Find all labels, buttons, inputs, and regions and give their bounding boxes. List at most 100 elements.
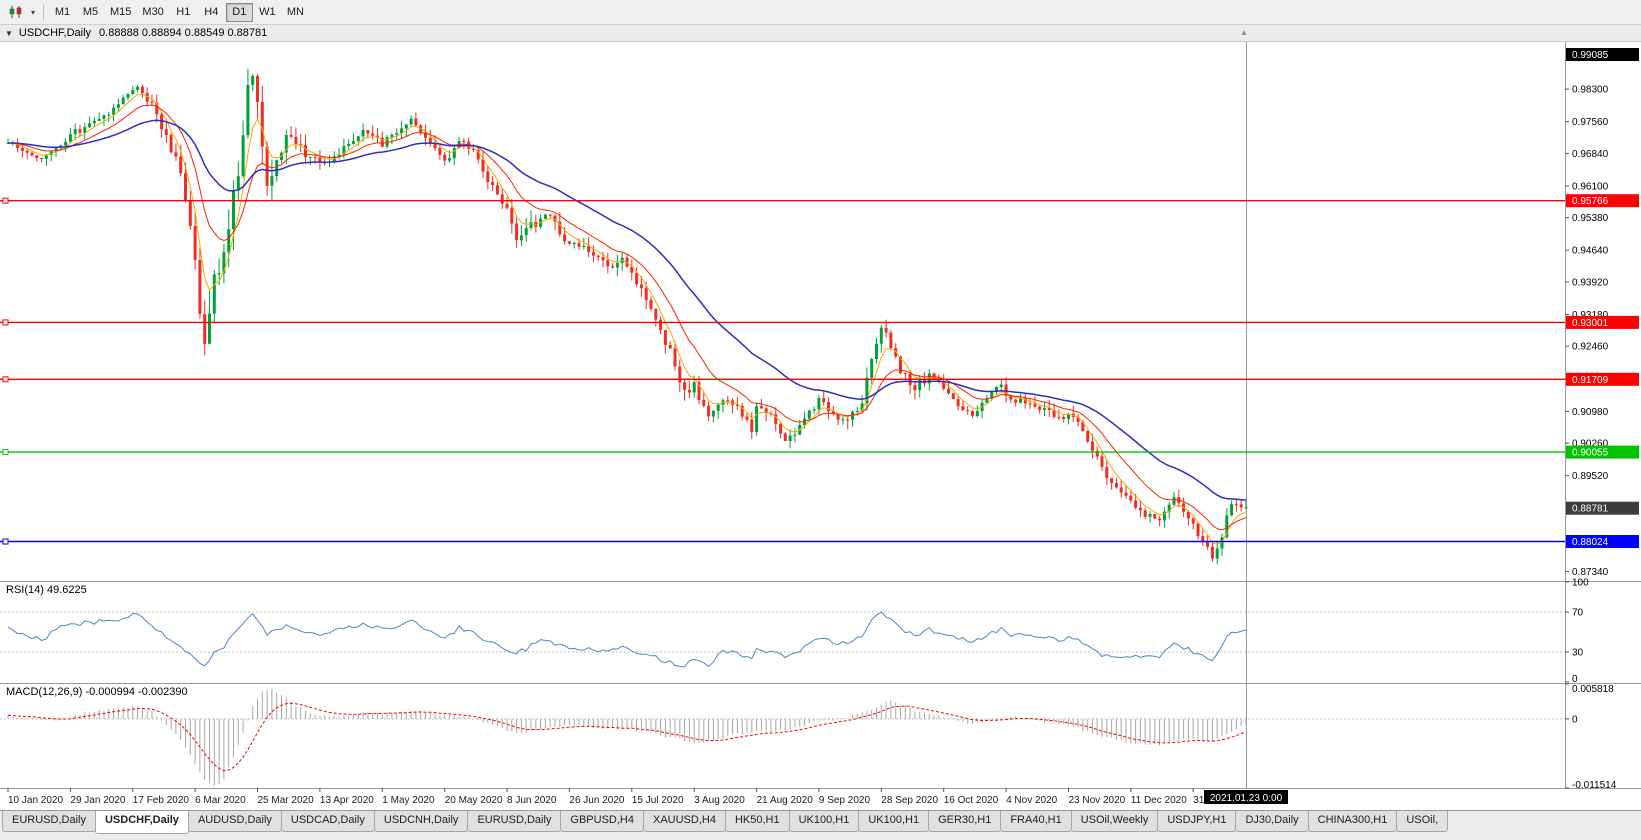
timeframe-button-M30[interactable]: M30 — [142, 6, 164, 18]
svg-text:70: 70 — [1572, 608, 1584, 619]
timeframe-button-H1[interactable]: H1 — [176, 6, 191, 18]
dropdown-caret-icon[interactable]: ▾ — [30, 7, 35, 17]
toolbar-separator — [43, 3, 44, 21]
svg-text:0.96840: 0.96840 — [1572, 149, 1609, 160]
macd-panel[interactable]: 0.005818 0 -0.011514 — [0, 683, 1617, 791]
chart-tab-xauusd-h4[interactable]: XAUUSD,H4 — [642, 811, 726, 832]
svg-text:100: 100 — [1572, 578, 1589, 589]
svg-text:17 Feb 2020: 17 Feb 2020 — [133, 795, 190, 806]
timeframe-button-MN[interactable]: MN — [286, 6, 304, 18]
rsi-indicator-label: RSI(14) 49.6225 — [6, 584, 87, 596]
macd-signal-line — [7, 702, 1247, 772]
svg-text:0.93180: 0.93180 — [1572, 310, 1609, 321]
chart-shift-marker-icon[interactable]: ▲ — [1240, 28, 1248, 37]
chart-tab-fra40-h1[interactable]: FRA40,H1 — [1000, 811, 1072, 832]
svg-text:25 Mar 2020: 25 Mar 2020 — [258, 795, 315, 806]
timeframe-button-M1[interactable]: M1 — [54, 6, 71, 18]
chart-tab-dj30-daily[interactable]: DJ30,Daily — [1235, 811, 1309, 832]
ma-mid-line — [8, 104, 1247, 531]
timeframe-button-D1[interactable]: D1 — [225, 2, 253, 22]
svg-text:1 May 2020: 1 May 2020 — [382, 795, 435, 806]
collapse-chart-icon[interactable]: ▼ — [5, 28, 13, 38]
chart-tab-usoil[interactable]: USOil, — [1396, 811, 1449, 832]
price-badge-0.95766: 0.95766 — [1566, 194, 1639, 208]
svg-text:6 Mar 2020: 6 Mar 2020 — [195, 795, 246, 806]
price-badge-0.90055: 0.90055 — [1566, 445, 1639, 459]
chart-ohlc-values: 0.88888 0.88894 0.88549 0.88781 — [99, 27, 268, 39]
hline-handle[interactable] — [2, 197, 9, 204]
svg-text:9 Sep 2020: 9 Sep 2020 — [819, 795, 871, 806]
chart-tab-gbpusd-h4[interactable]: GBPUSD,H4 — [560, 811, 644, 832]
svg-text:0.87340: 0.87340 — [1572, 567, 1609, 578]
timeframe-button-M15[interactable]: M15 — [110, 6, 132, 18]
svg-text:-0.011514: -0.011514 — [1572, 780, 1617, 791]
macd-histogram — [7, 688, 1247, 786]
chart-tab-uk100-h1[interactable]: UK100,H1 — [788, 811, 860, 832]
svg-text:10 Jan 2020: 10 Jan 2020 — [8, 795, 63, 806]
svg-text:0.92460: 0.92460 — [1572, 342, 1609, 353]
chart-tab-usdcad-daily[interactable]: USDCAD,Daily — [280, 811, 375, 832]
price-badge-0.88024: 0.88024 — [1566, 535, 1639, 548]
svg-text:0.88024: 0.88024 — [1572, 537, 1609, 548]
timeframe-button-W1[interactable]: W1 — [259, 6, 276, 18]
chart-period-icon[interactable] — [4, 3, 28, 22]
chart-symbol-label: USDCHF,Daily — [18, 27, 92, 39]
rsi-line — [7, 611, 1247, 668]
rsi-panel[interactable]: 100 70 30 0 — [0, 578, 1589, 686]
svg-text:3 Aug 2020: 3 Aug 2020 — [694, 795, 745, 806]
svg-text:0.005818: 0.005818 — [1572, 684, 1614, 695]
macd-indicator-label: MACD(12,26,9) -0.000994 -0.002390 — [6, 686, 188, 698]
svg-text:29 Jan 2020: 29 Jan 2020 — [70, 795, 125, 806]
chart-tab-usdchf-daily[interactable]: USDCHF,Daily — [94, 811, 189, 834]
chart-tab-audusd-daily[interactable]: AUDUSD,Daily — [187, 811, 282, 832]
svg-text:4 Nov 2020: 4 Nov 2020 — [1006, 795, 1058, 806]
svg-text:0.90980: 0.90980 — [1572, 407, 1609, 418]
chart-canvas[interactable]: 0.98300 0.97560 0.96840 0.96100 0.95380 0.946… — [0, 42, 1641, 810]
timeframe-button-H4[interactable]: H4 — [204, 6, 219, 18]
svg-text:30: 30 — [1572, 648, 1584, 659]
hline-handle[interactable] — [2, 538, 9, 545]
svg-text:13 Apr 2020: 13 Apr 2020 — [320, 795, 374, 806]
price-badge-0.91709: 0.91709 — [1566, 372, 1639, 386]
ma-slow-line — [8, 119, 1247, 501]
hline-handle[interactable] — [2, 376, 9, 383]
svg-text:0.96100: 0.96100 — [1572, 182, 1609, 193]
chart-tab-ger30-h1[interactable]: GER30,H1 — [928, 811, 1002, 832]
chart-tab-china300-h1[interactable]: CHINA300,H1 — [1307, 811, 1398, 832]
timeframe-button-M5[interactable]: M5 — [82, 6, 99, 18]
chart-tab-eurusd-daily[interactable]: EURUSD,Daily — [467, 811, 562, 832]
svg-text:21 Aug 2020: 21 Aug 2020 — [757, 795, 814, 806]
chart-tab-hk50-h1[interactable]: HK50,H1 — [724, 811, 790, 832]
date-badge-current: 2021.01.23 0:00 — [1204, 790, 1288, 804]
svg-text:0.90055: 0.90055 — [1572, 448, 1609, 459]
svg-text:23 Nov 2020: 23 Nov 2020 — [1069, 795, 1126, 806]
candles-layer — [6, 68, 1248, 565]
svg-text:0.99085: 0.99085 — [1572, 50, 1609, 61]
chart-tab-uk100-h1[interactable]: UK100,H1 — [858, 811, 930, 832]
hlines-layer[interactable] — [0, 197, 1565, 545]
chart-tab-eurusd-daily[interactable]: EURUSD,Daily — [2, 811, 96, 832]
svg-text:2021.01.23 0:00: 2021.01.23 0:00 — [1210, 793, 1283, 804]
svg-text:0.95380: 0.95380 — [1572, 213, 1609, 224]
svg-text:26 Jun 2020: 26 Jun 2020 — [569, 795, 624, 806]
chart-background — [0, 42, 1641, 810]
price-badge-current: 0.88781 — [1566, 501, 1639, 515]
hline-handle[interactable] — [2, 319, 9, 326]
chart-tab-usdcnh-daily[interactable]: USDCNH,Daily — [373, 811, 469, 832]
svg-text:0.89520: 0.89520 — [1572, 471, 1609, 482]
svg-text:0.94640: 0.94640 — [1572, 246, 1609, 257]
timeframe-toolbar: ▾ M1 M5 M15 M30 H1 H4 D1 W1 MN — [0, 0, 1641, 25]
chart-tab-usoil-weekly[interactable]: USOil,Weekly — [1070, 811, 1159, 832]
chart-tab-usdjpy-h1[interactable]: USDJPY,H1 — [1157, 811, 1237, 832]
hline-handle[interactable] — [2, 449, 9, 456]
date-axis[interactable]: 10 Jan 2020 29 Jan 2020 17 Feb 2020 6 Mar 2… — [7, 788, 1288, 806]
svg-text:15 Jul 2020: 15 Jul 2020 — [632, 795, 684, 806]
svg-text:0: 0 — [1572, 714, 1578, 725]
price-badge-high: 0.99085 — [1566, 48, 1639, 61]
price-axis[interactable]: 0.98300 0.97560 0.96840 0.96100 0.95380 0.946… — [1565, 48, 1639, 578]
svg-text:0: 0 — [1572, 674, 1578, 685]
ma-fast-line — [7, 93, 1247, 546]
svg-text:0.95766: 0.95766 — [1572, 196, 1609, 207]
svg-text:0.93001: 0.93001 — [1572, 318, 1609, 329]
